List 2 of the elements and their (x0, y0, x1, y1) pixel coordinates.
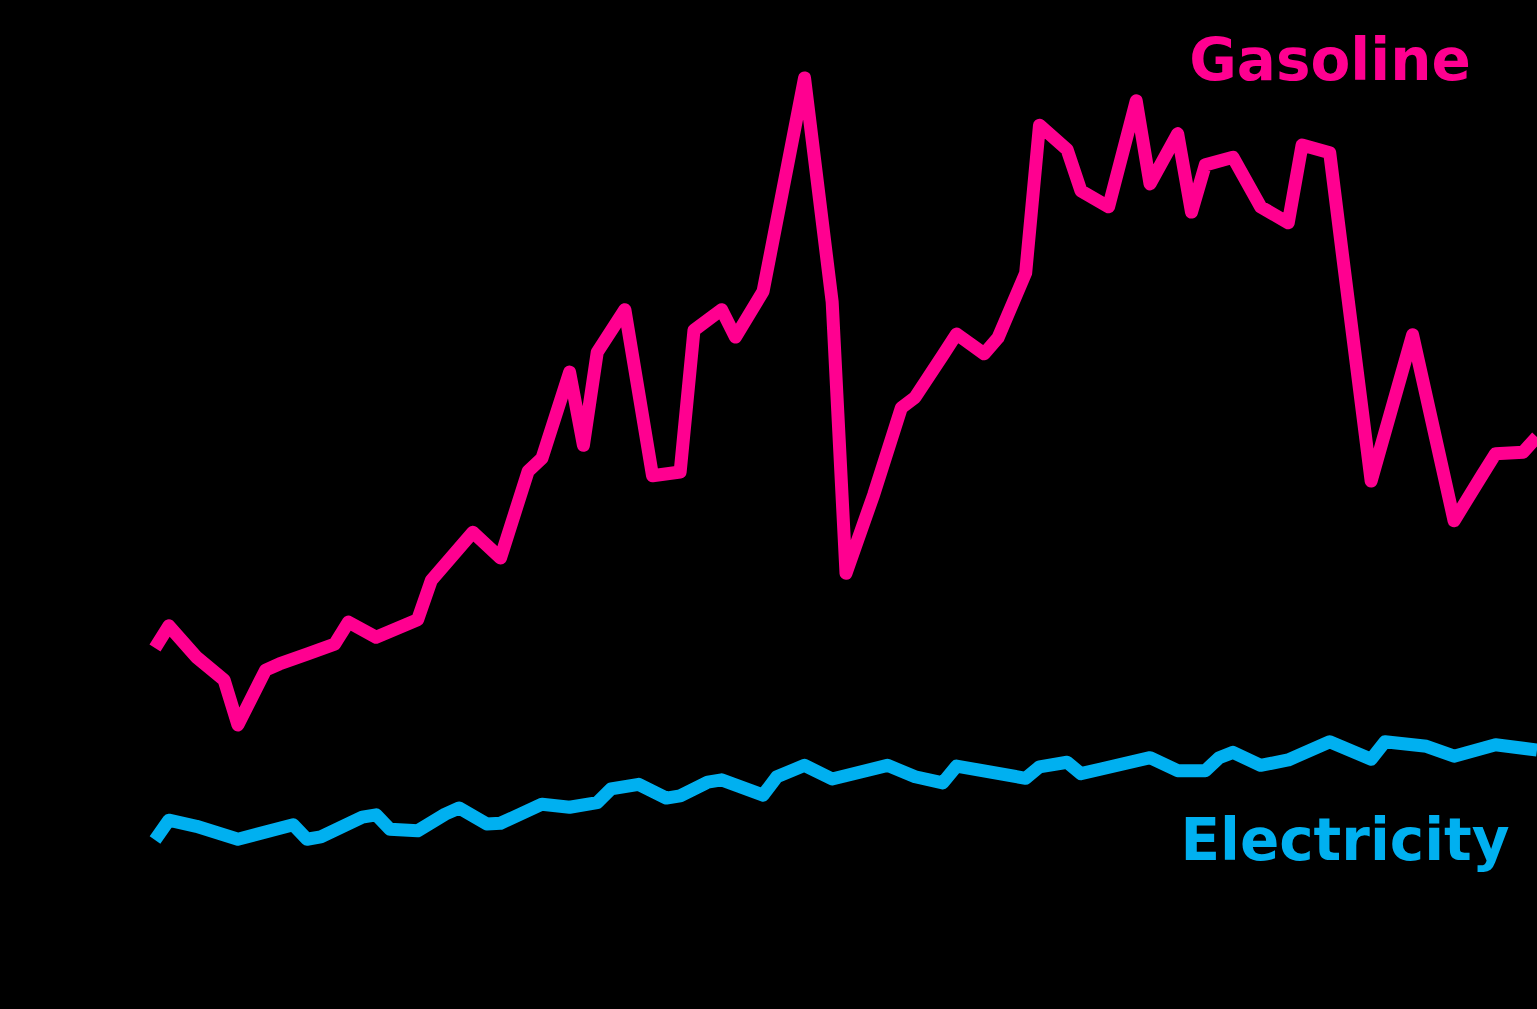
series-label: Gasoline (1189, 26, 1471, 95)
series-label: Electricity (1180, 806, 1510, 875)
